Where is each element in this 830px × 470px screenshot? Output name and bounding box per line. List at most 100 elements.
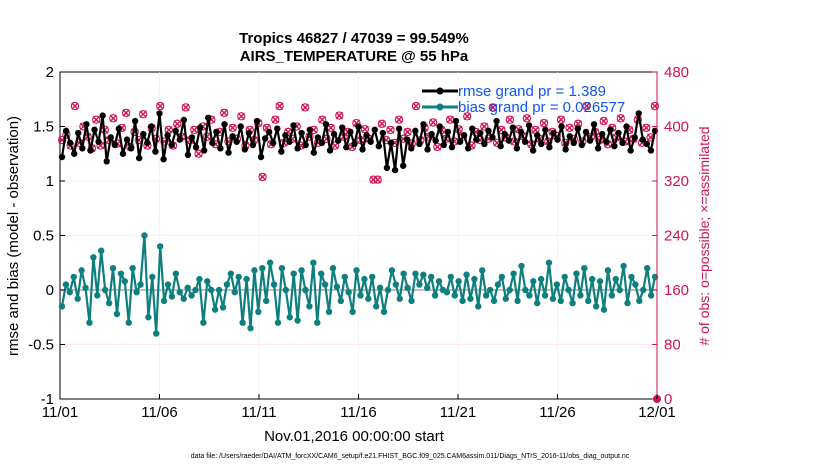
bias-point [62,281,70,288]
rmse-point [477,129,484,137]
x-tick-label: 12/01 [638,404,676,421]
bias-point [549,295,557,302]
rmse-point [95,138,102,145]
rmse-point [493,117,500,125]
obs-possible-marker [237,112,246,121]
bias-point [592,303,600,310]
bias-point [404,284,411,292]
bias-point [239,319,246,326]
bias-point [471,275,478,283]
obs-possible-marker [642,123,651,133]
bias-point [82,284,89,292]
bias-point [620,262,627,270]
bias-point [443,288,451,296]
obs-possible-marker [539,118,549,128]
bias-point [74,295,81,302]
rmse-point [286,138,293,145]
rmse-point [176,136,184,143]
rmse-point [152,148,159,155]
bias-point [537,275,545,283]
bias-point [129,265,136,272]
rmse-point [420,121,427,128]
chart-title-line2: AIRS_TEMPERATURE @ 55 hPa [240,48,469,65]
rmse-point [334,137,342,144]
rmse-point [570,139,577,147]
bias-point [113,310,121,318]
rmse-point [115,125,123,132]
obs-possible-marker [173,119,182,128]
bias-point [94,292,101,299]
rmse-point [554,136,561,143]
bias-point [306,303,313,310]
obs-possible-marker [373,175,382,184]
obs-possible-marker [92,115,101,124]
rmse-point [383,164,391,172]
obs-possible-marker [228,123,237,133]
rmse-point [444,128,452,136]
rmse-point [87,147,94,154]
bias-point [451,292,458,299]
bias-point [553,281,561,288]
obs-assimilated-marker [642,124,651,132]
rmse-point [127,145,135,152]
bias-point [396,295,403,302]
left-tick-label: 2 [46,64,54,81]
bias-point [247,324,254,332]
rmse-point [379,129,387,137]
x-tick-label: 11/26 [539,404,575,421]
bias-point [412,270,419,277]
bias-point [243,275,250,283]
bias-point [90,254,97,261]
bias-series [58,232,659,337]
rmse-point [501,130,508,138]
bias-point [133,288,140,296]
left-axis-ticks: -1 -0.5 0 0.5 1 1.5 2 [28,64,65,408]
rmse-point [221,121,228,128]
rmse-point [627,147,634,154]
bias-point [510,270,517,277]
bias-point [522,286,529,294]
bias-point [294,317,301,324]
obs-possible-marker [194,149,203,158]
bias-point [431,292,439,299]
rmse-point [75,129,82,137]
rmse-point [550,129,557,137]
bias-point [227,270,235,277]
bias-point [98,247,105,254]
rmse-point [399,162,407,169]
bias-point [416,281,423,288]
bias-point [624,299,631,307]
rmse-point [205,114,212,121]
obs-assimilated-marker [373,175,382,184]
rmse-point [347,128,354,136]
obs-assimilated-marker [395,115,403,124]
obs-possible-marker [139,110,148,119]
obs-possible-marker [258,172,267,182]
rmse-point [265,128,273,136]
bias-point [286,314,293,321]
bias-point [577,292,584,299]
rmse-point [404,136,411,143]
rmse-point [586,137,594,144]
bias-point [278,265,286,272]
bias-point [600,306,608,313]
bias-point [565,286,572,294]
rmse-point [298,129,305,137]
bias-point [408,297,415,305]
legend-rmse-marker [436,87,444,95]
bias-point [534,299,541,307]
bias-point [341,273,348,281]
bias-point [160,297,168,305]
bias-point [105,299,113,307]
bias-point [176,288,183,296]
rmse-point [83,121,90,128]
bias-point [357,292,364,299]
rmse-point [253,117,261,125]
rmse-point [225,149,232,156]
obs-assimilated-marker [275,102,284,110]
bias-point [223,281,231,288]
bias-point [298,267,305,274]
rmse-point [529,147,537,154]
rmse-point [196,124,204,131]
